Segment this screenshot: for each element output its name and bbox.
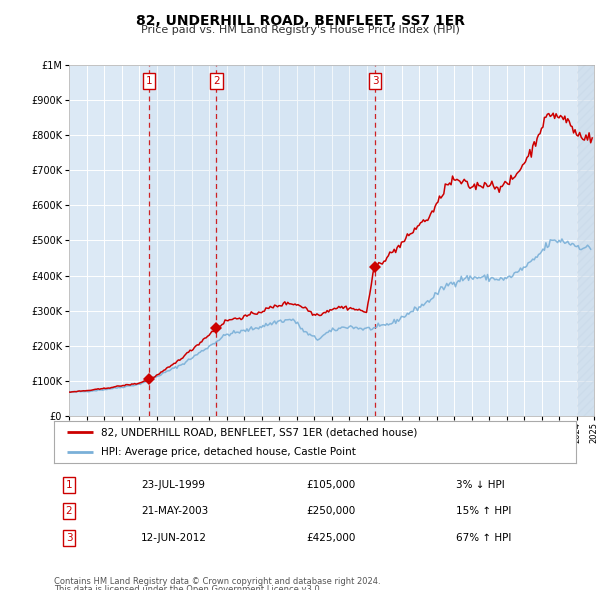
Text: 2: 2 xyxy=(65,506,73,516)
Text: 21-MAY-2003: 21-MAY-2003 xyxy=(141,506,208,516)
Text: 2: 2 xyxy=(213,76,220,86)
Text: £250,000: £250,000 xyxy=(306,506,355,516)
Text: 15% ↑ HPI: 15% ↑ HPI xyxy=(456,506,511,516)
Text: £105,000: £105,000 xyxy=(306,480,355,490)
Text: 82, UNDERHILL ROAD, BENFLEET, SS7 1ER (detached house): 82, UNDERHILL ROAD, BENFLEET, SS7 1ER (d… xyxy=(101,427,418,437)
Text: Price paid vs. HM Land Registry's House Price Index (HPI): Price paid vs. HM Land Registry's House … xyxy=(140,25,460,35)
Bar xyxy=(149,65,216,416)
Text: This data is licensed under the Open Government Licence v3.0.: This data is licensed under the Open Gov… xyxy=(54,585,322,590)
Text: 23-JUL-1999: 23-JUL-1999 xyxy=(141,480,205,490)
Text: 3: 3 xyxy=(65,533,73,543)
Text: 82, UNDERHILL ROAD, BENFLEET, SS7 1ER: 82, UNDERHILL ROAD, BENFLEET, SS7 1ER xyxy=(136,14,464,28)
Bar xyxy=(577,65,594,416)
Text: 3: 3 xyxy=(372,76,379,86)
Bar xyxy=(216,65,375,416)
Text: 3% ↓ HPI: 3% ↓ HPI xyxy=(456,480,505,490)
Text: HPI: Average price, detached house, Castle Point: HPI: Average price, detached house, Cast… xyxy=(101,447,356,457)
Text: Contains HM Land Registry data © Crown copyright and database right 2024.: Contains HM Land Registry data © Crown c… xyxy=(54,577,380,586)
Text: 12-JUN-2012: 12-JUN-2012 xyxy=(141,533,207,543)
Text: 1: 1 xyxy=(65,480,73,490)
Text: £425,000: £425,000 xyxy=(306,533,355,543)
Text: 67% ↑ HPI: 67% ↑ HPI xyxy=(456,533,511,543)
Text: 1: 1 xyxy=(146,76,152,86)
